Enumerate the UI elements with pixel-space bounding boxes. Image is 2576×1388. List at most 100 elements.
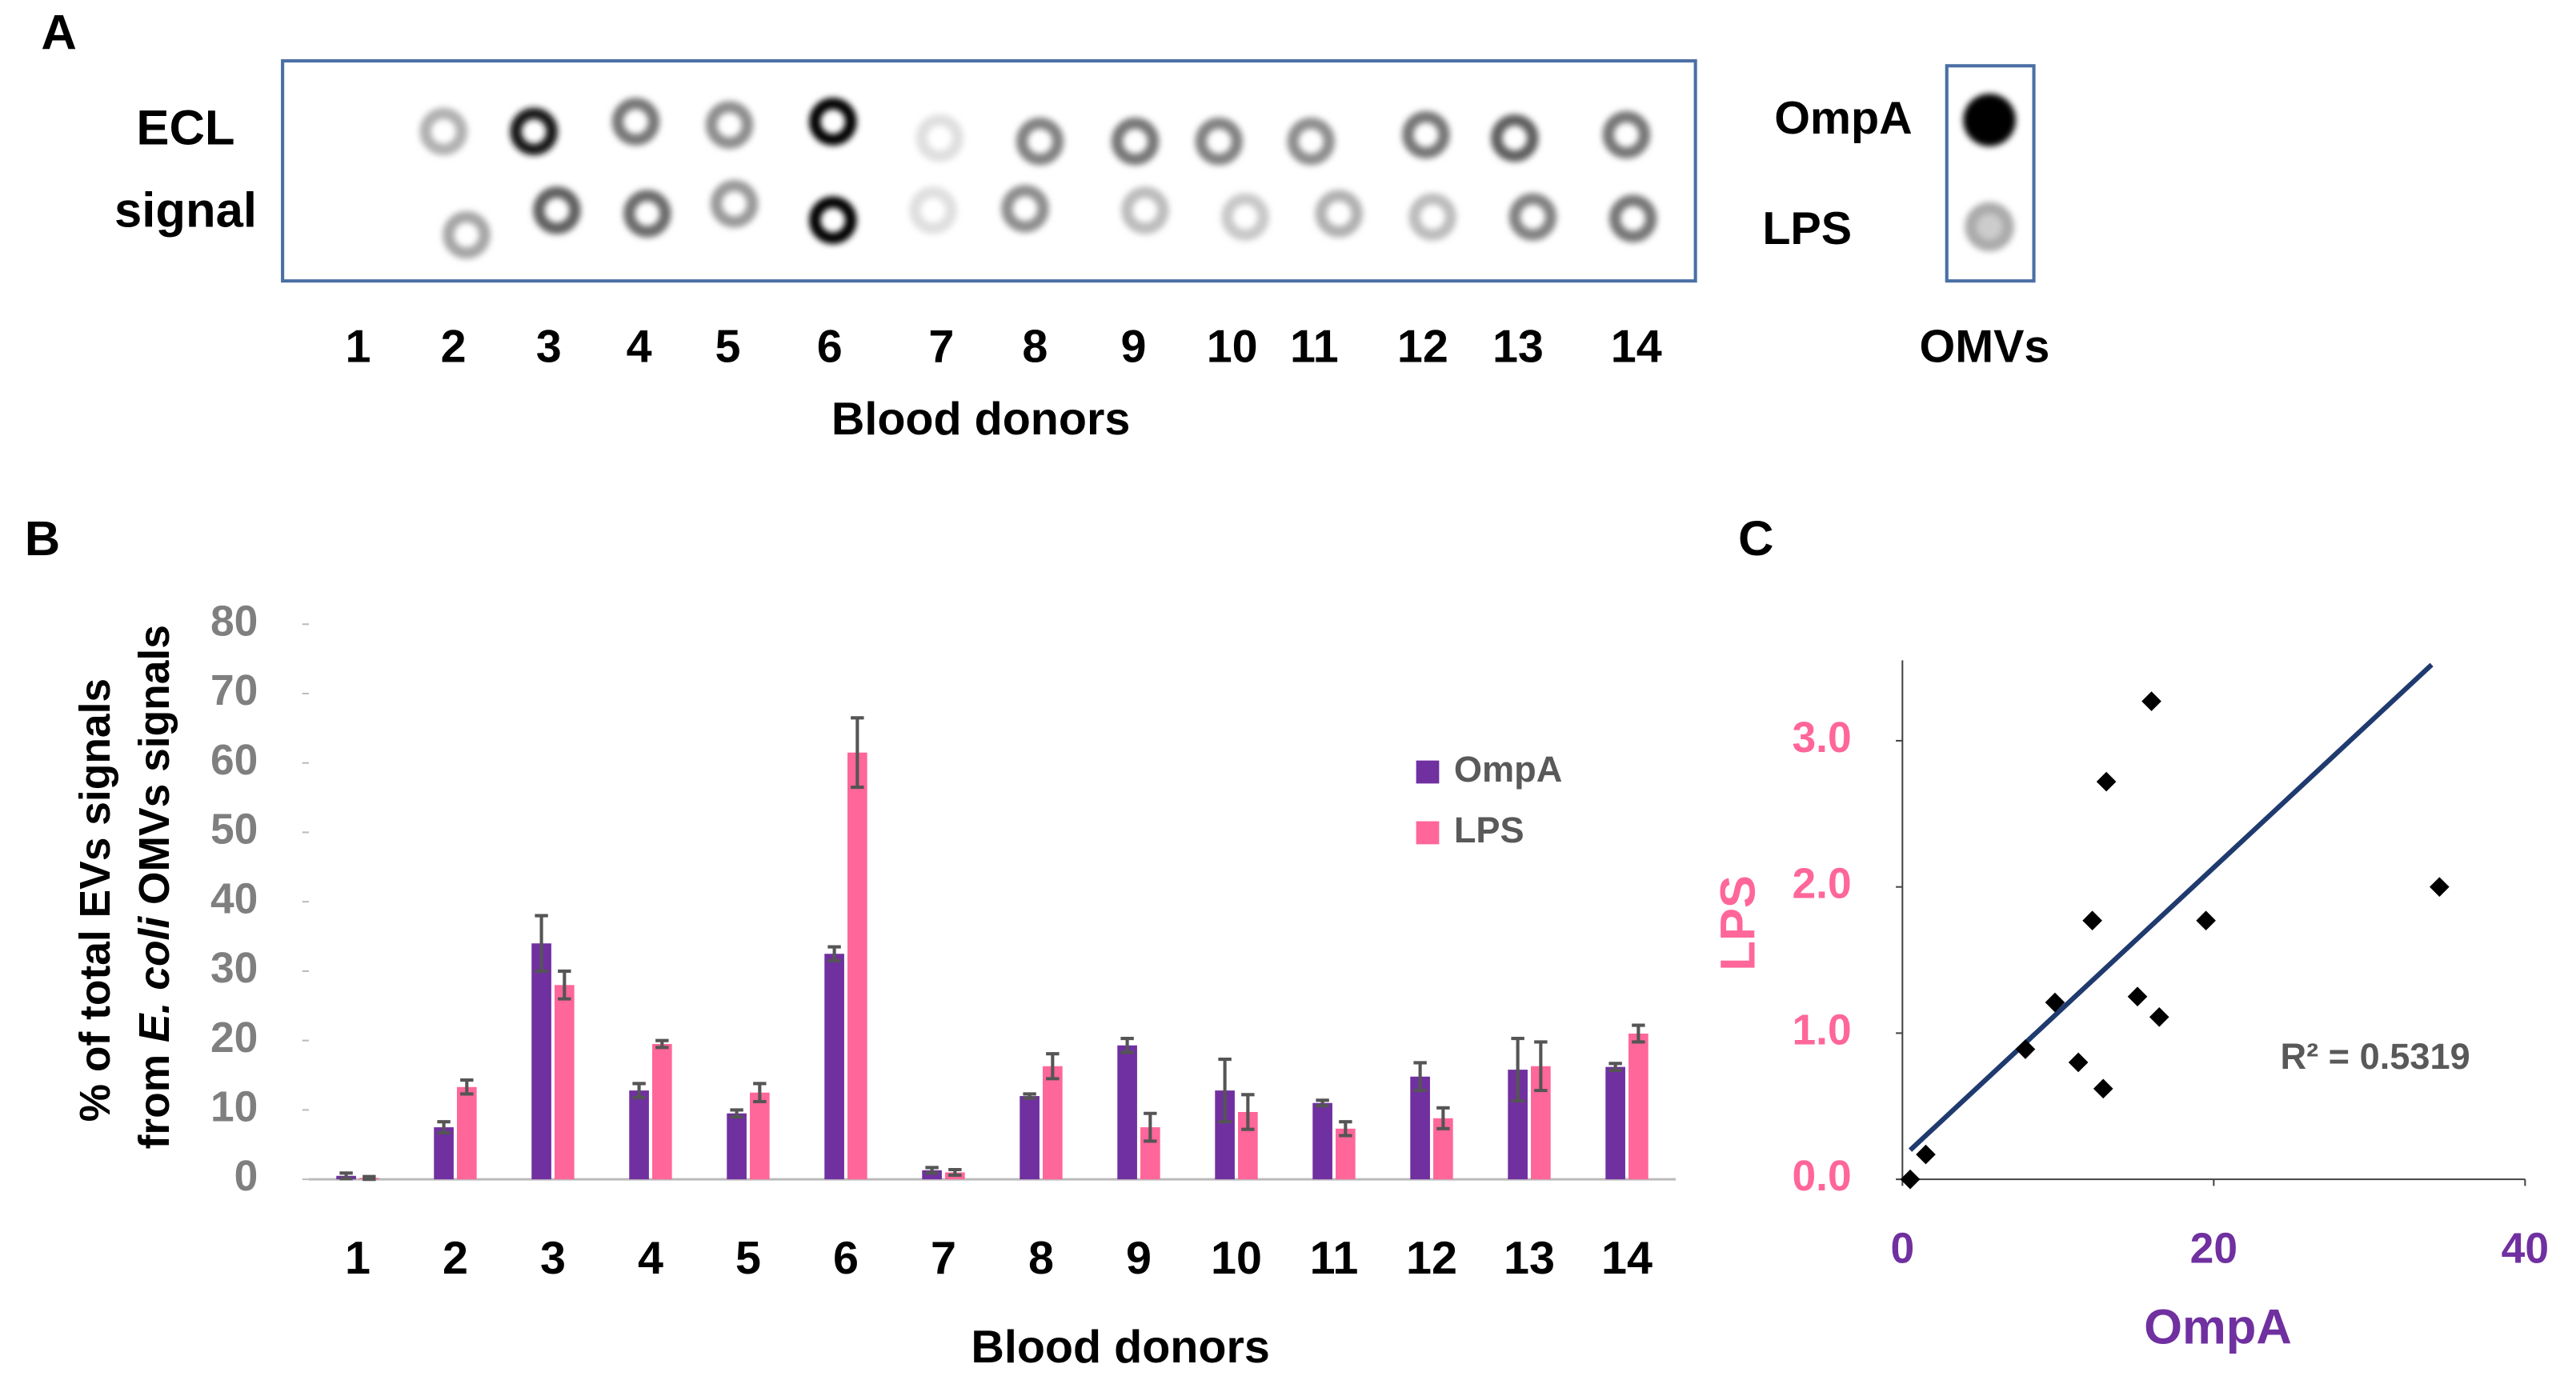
blot-dot <box>1608 194 1657 242</box>
error-bar <box>558 969 571 1001</box>
bar <box>824 954 844 1180</box>
bar <box>750 1092 770 1180</box>
error-bar <box>925 1166 939 1175</box>
point <box>2015 1039 2036 1059</box>
x-tick-label: 7 <box>931 1233 956 1284</box>
donor-label: 14 <box>1611 322 1662 373</box>
point <box>2093 1078 2113 1099</box>
donor-label: 10 <box>1207 322 1258 373</box>
blot-dot <box>1001 185 1049 233</box>
point <box>2045 992 2065 1013</box>
error-bar <box>1339 1120 1352 1138</box>
blot-dot <box>1111 117 1160 166</box>
blot-frame <box>281 59 1697 283</box>
bar <box>1020 1096 1040 1180</box>
x-tick-label: 0 <box>1890 1226 1914 1273</box>
x-tick-label: 5 <box>735 1233 761 1284</box>
x-tick-label: 40 <box>2502 1226 2549 1273</box>
donor-label: 3 <box>536 322 562 373</box>
donor-label: 13 <box>1492 322 1544 373</box>
row-label: signal <box>114 182 257 238</box>
error-bar <box>1632 1023 1645 1044</box>
error-bar <box>851 716 864 790</box>
error-bar <box>753 1082 767 1104</box>
bar <box>629 1090 649 1180</box>
x-tick-label: 1 <box>345 1233 371 1284</box>
point <box>2430 877 2450 897</box>
x-tick-label: 20 <box>2190 1226 2237 1273</box>
bar <box>1117 1045 1137 1180</box>
x-tick-label: 10 <box>1211 1233 1262 1284</box>
bar <box>727 1113 747 1180</box>
donor-label: 4 <box>627 322 652 373</box>
error-bar <box>730 1108 743 1119</box>
bar <box>847 752 867 1180</box>
blot-dot <box>1121 186 1169 234</box>
row-label: ECL <box>136 101 234 156</box>
y-axis-title: LPS <box>1710 875 1765 971</box>
y-tick-label: 2.0 <box>1792 861 1851 908</box>
x-axis-title: Blood donors <box>831 394 1131 445</box>
blot-dot <box>443 210 491 259</box>
point <box>1900 1169 1921 1190</box>
y-tick-label: 3.0 <box>1792 714 1851 762</box>
error-bar <box>1023 1092 1036 1100</box>
blot-dot <box>611 98 660 146</box>
blot-dot <box>705 101 754 149</box>
y-tick-label: 30 <box>210 945 258 992</box>
x-tick-label: 13 <box>1504 1233 1555 1284</box>
y-axis-title-part: OMVs signals <box>131 625 178 917</box>
blot-dot <box>1287 117 1336 166</box>
point <box>2141 691 2161 711</box>
error-bar <box>1241 1093 1255 1131</box>
x-tick-label: 12 <box>1406 1233 1457 1284</box>
donor-label: 2 <box>441 322 467 373</box>
bar <box>1312 1102 1332 1180</box>
donor-label: 11 <box>1290 322 1339 373</box>
error-bar <box>1218 1058 1232 1124</box>
trendline <box>1908 662 2434 1152</box>
blot-dot <box>1221 193 1269 241</box>
y-tick-label: 80 <box>210 598 258 645</box>
error-bar <box>460 1078 474 1096</box>
donor-label: 8 <box>1022 322 1048 373</box>
blot-dot <box>533 186 581 234</box>
donor-label: 6 <box>817 322 843 373</box>
donor-label: 12 <box>1397 322 1448 373</box>
control-label: OmpA <box>1774 93 1912 144</box>
x-tick-label: 3 <box>540 1233 566 1284</box>
y-tick-label: 20 <box>210 1014 258 1062</box>
error-bar <box>437 1120 451 1135</box>
y-tick-label: 0.0 <box>1792 1153 1851 1200</box>
point <box>2082 910 2102 931</box>
blot-dot <box>419 107 468 156</box>
blot-dot <box>809 196 857 244</box>
error-bar <box>1413 1061 1427 1093</box>
panel-label: C <box>1738 511 1773 566</box>
legend-label: LPS <box>1454 810 1524 850</box>
error-bar <box>1316 1098 1329 1108</box>
blot-dot <box>1315 190 1363 238</box>
y-axis-title-part: from <box>131 1042 178 1149</box>
error-bar <box>948 1167 962 1177</box>
x-axis-title: Blood donors <box>971 1322 1270 1373</box>
x-tick-label: 11 <box>1310 1233 1359 1284</box>
error-bar <box>1436 1106 1450 1130</box>
error-bar <box>1608 1062 1622 1073</box>
x-tick-label: 9 <box>1126 1233 1152 1284</box>
y-tick-label: 50 <box>210 806 258 854</box>
x-tick-label: 4 <box>638 1233 663 1284</box>
blot-dot <box>1602 110 1651 159</box>
point <box>2127 986 2148 1007</box>
error-bar <box>363 1174 376 1182</box>
y-tick-label: 60 <box>210 737 258 784</box>
point <box>1916 1144 1936 1165</box>
blot-dot <box>809 98 857 146</box>
annotation: R² = 0.5319 <box>2280 1036 2470 1077</box>
blot-dot <box>1408 193 1456 241</box>
panel-label: A <box>41 6 76 61</box>
bar <box>652 1044 672 1180</box>
y-tick-label: 0 <box>234 1153 258 1200</box>
blot-dot <box>915 114 964 162</box>
